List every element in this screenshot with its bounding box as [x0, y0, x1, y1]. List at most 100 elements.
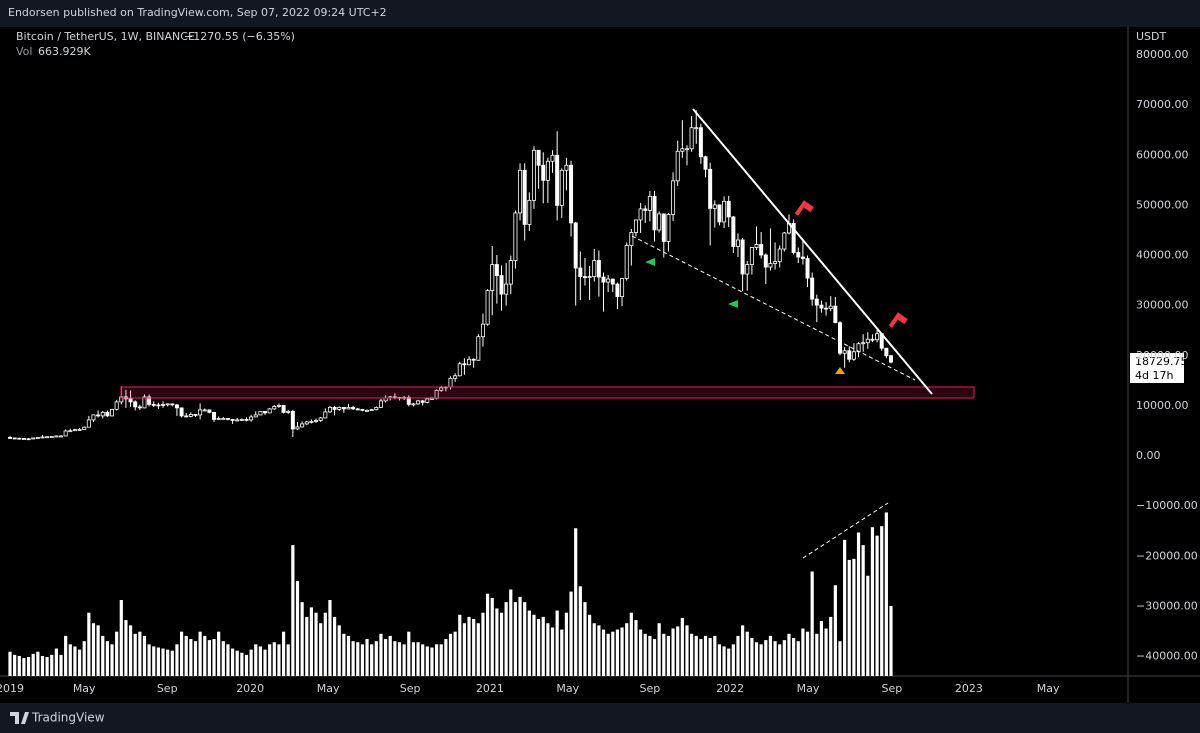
candle-body — [684, 148, 689, 151]
candle-body — [100, 412, 105, 417]
volume-bar — [258, 646, 262, 676]
volume-bar — [110, 644, 114, 676]
candle-body — [137, 406, 142, 409]
volume-bar — [370, 644, 374, 676]
volume-bar — [439, 644, 443, 676]
volume-bar — [166, 649, 170, 676]
candle-body — [337, 406, 342, 410]
candle-body — [184, 415, 189, 418]
bar-countdown: 4d 17h — [1135, 369, 1173, 382]
candle-body — [837, 322, 842, 354]
volume-bar — [263, 649, 267, 676]
brand-logo — [10, 712, 29, 724]
volume-bar — [425, 646, 429, 676]
dashed-trend-line — [631, 235, 916, 381]
volume-value: 663.929K — [38, 45, 91, 58]
candle-body — [726, 200, 731, 218]
candle-body — [703, 156, 708, 170]
volume-bar — [639, 629, 643, 676]
volume-bar — [226, 644, 230, 676]
volume-bar — [708, 638, 712, 676]
candle-body — [128, 398, 133, 403]
candle-body — [471, 358, 476, 361]
candle-body — [198, 409, 203, 416]
volume-bar — [249, 649, 253, 676]
candle-body — [286, 410, 291, 413]
volume-bar — [657, 623, 661, 676]
candle-body — [606, 278, 611, 283]
volume-bar — [513, 602, 518, 676]
candle-body — [652, 195, 657, 231]
candle-body — [749, 247, 754, 265]
volume-bar — [768, 635, 773, 676]
candle-body — [582, 276, 587, 278]
candle-body — [457, 363, 462, 377]
candle-body — [221, 418, 226, 420]
candle-body — [72, 429, 77, 432]
volume-bar — [254, 644, 258, 676]
volume-bar — [26, 657, 31, 676]
volume-bar — [838, 641, 842, 676]
candle-body — [369, 409, 374, 412]
brand-name: TradingView — [31, 711, 105, 725]
candle-body — [480, 323, 485, 338]
candle-body — [54, 435, 59, 438]
y-tick-label: 40000.00 — [1136, 249, 1189, 262]
candle-body — [179, 407, 184, 417]
candle-body — [550, 154, 555, 162]
candle-body — [276, 404, 281, 407]
volume-bar — [82, 641, 86, 676]
candle-body — [156, 404, 161, 407]
candle-body — [207, 409, 212, 413]
volume-bar — [124, 620, 128, 676]
candle-body — [253, 414, 258, 418]
volume-bar — [490, 597, 494, 676]
candle-body — [559, 169, 564, 206]
candle-body — [86, 419, 91, 428]
volume-bar — [133, 633, 137, 676]
volume-bar — [54, 648, 58, 676]
volume-bar — [880, 526, 884, 676]
candle-body — [782, 232, 787, 250]
volume-bar — [68, 644, 72, 676]
volume-bar — [45, 657, 49, 676]
volume-bar — [101, 635, 105, 676]
volume-bar — [810, 571, 814, 676]
candle-body — [731, 216, 736, 247]
candle-body — [416, 400, 421, 405]
candle-body — [327, 406, 332, 413]
volume-bar — [736, 635, 740, 676]
candle-body — [230, 419, 235, 421]
volume-bar — [731, 644, 735, 676]
volume-bar — [309, 607, 314, 676]
volume-bar — [495, 608, 499, 676]
candle-body — [624, 245, 629, 279]
volume-bar — [666, 635, 671, 676]
candle-body — [249, 416, 254, 421]
candle-body — [555, 154, 560, 206]
volume-bar — [754, 642, 759, 676]
symbol-title: Bitcoin / TetherUS, 1W, BINANCE — [16, 30, 195, 43]
volume-bar — [537, 619, 541, 676]
candle-body — [657, 213, 662, 231]
volume-bar — [499, 612, 504, 676]
candle-body — [819, 304, 824, 309]
green-arrow — [645, 258, 655, 266]
volume-bar — [629, 612, 633, 676]
volume-bar — [472, 619, 476, 676]
candle-body — [494, 264, 499, 276]
candle-body — [318, 417, 323, 421]
volume-bar — [142, 635, 147, 676]
volume-bar — [87, 612, 91, 676]
volume-bar — [745, 631, 749, 676]
candle-body — [861, 342, 866, 345]
volume-bar — [750, 638, 754, 676]
volume-bar — [787, 633, 791, 676]
x-tick-label: May — [73, 682, 96, 695]
x-tick-label: May — [317, 682, 340, 695]
candle-body — [63, 430, 68, 437]
candle-body — [842, 350, 847, 354]
volume-bar — [856, 532, 861, 676]
candle-body — [661, 213, 666, 242]
candle-body — [573, 222, 578, 269]
